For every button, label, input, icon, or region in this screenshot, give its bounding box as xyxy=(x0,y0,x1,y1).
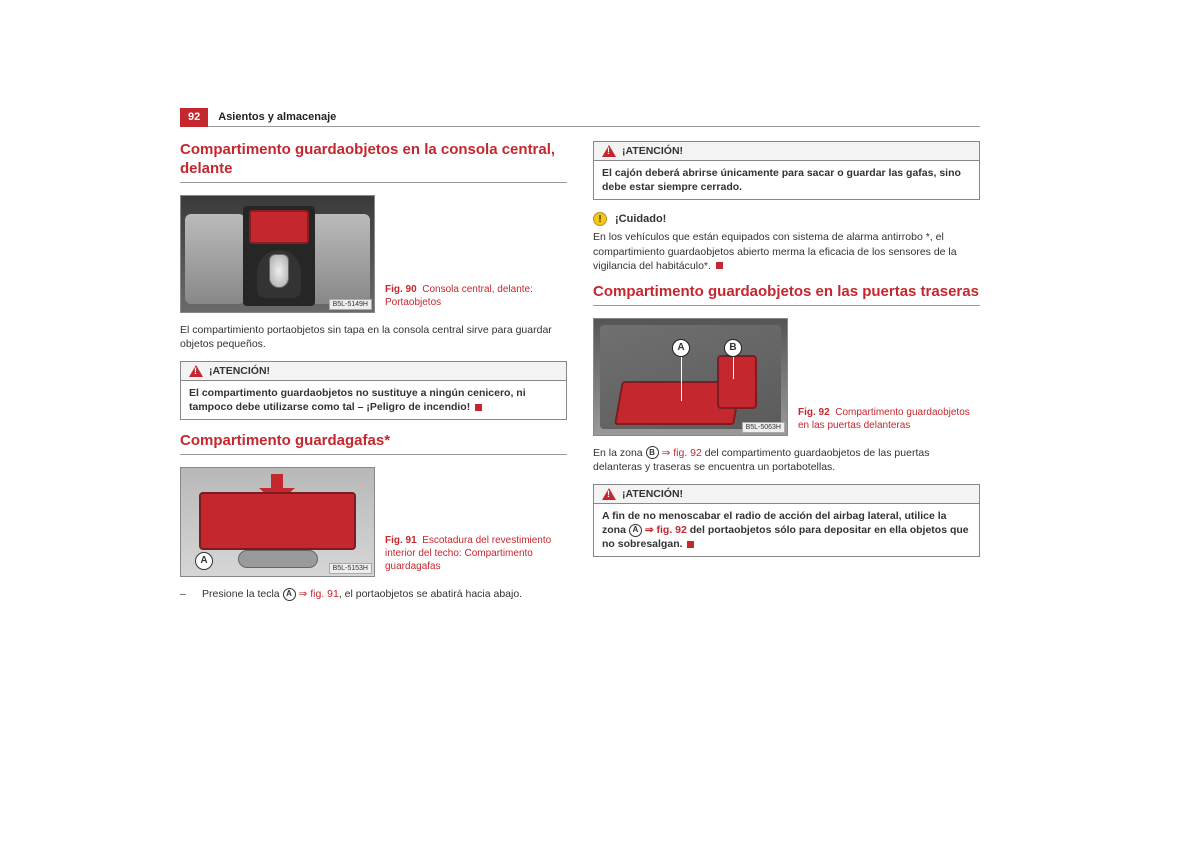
caution-header: ! ¡Cuidado! xyxy=(593,212,980,226)
figure-90-row: B5L-5149H Fig. 90 Consola central, delan… xyxy=(180,195,567,313)
figure-91-caption: Fig. 91 Escotadura del revestimiento int… xyxy=(385,534,560,577)
warning-header: ¡ATENCIÓN! xyxy=(594,142,979,161)
warning-box: ¡ATENCIÓN! A fin de no menoscabar el rad… xyxy=(593,484,980,558)
figure-92-caption: Fig. 92 Compartimento guardaobjetos en l… xyxy=(798,406,973,436)
section-title: Compartimento guardagafas* xyxy=(180,432,567,455)
callout-letter-b: B xyxy=(724,339,742,357)
warning-body: El cajón deberá abrirse únicamente para … xyxy=(594,161,979,199)
figure-92-row: A B B5L-5063H Fig. 92 Compartimento guar… xyxy=(593,318,980,436)
warning-triangle-icon xyxy=(602,145,616,157)
warning-triangle-icon xyxy=(189,365,203,377)
manual-page: 92 Asientos y almacenaje Compartimento g… xyxy=(180,108,980,601)
figure-tag: B5L-5063H xyxy=(742,422,785,433)
figure-tag: B5L-5149H xyxy=(329,299,372,310)
end-marker-icon xyxy=(716,262,723,269)
figure-reference: fig. 91 xyxy=(310,588,339,600)
figure-label: Fig. 92 xyxy=(798,407,830,418)
ref-arrow-icon: ⇒ xyxy=(661,447,670,459)
ref-arrow-icon: ⇒ xyxy=(298,588,307,600)
left-column: Compartimento guardaobjetos en la consol… xyxy=(180,141,567,601)
section-title: Compartimento guardaobjetos en la consol… xyxy=(180,141,567,183)
callout-letter-a: A xyxy=(672,339,690,357)
figure-reference: fig. 92 xyxy=(657,524,687,536)
ref-arrow-icon: ⇒ xyxy=(645,524,654,536)
dash-bullet: – xyxy=(180,587,190,601)
right-column: ¡ATENCIÓN! El cajón deberá abrirse única… xyxy=(593,141,980,601)
warning-header: ¡ATENCIÓN! xyxy=(594,485,979,504)
warning-box: ¡ATENCIÓN! El cajón deberá abrirse única… xyxy=(593,141,980,200)
instruction-text: Presione la tecla A ⇒ fig. 91, el portao… xyxy=(202,587,522,601)
figure-tag: B5L-5153H xyxy=(329,563,372,574)
callout-ref-a: A xyxy=(629,524,642,537)
warning-box: ¡ATENCIÓN! El compartimento guardaobjeto… xyxy=(180,361,567,420)
callout-ref-b: B xyxy=(646,446,659,459)
warning-title: ¡ATENCIÓN! xyxy=(622,145,683,157)
breadcrumb: Asientos y almacenaje xyxy=(208,108,980,127)
caution-circle-icon: ! xyxy=(593,212,607,226)
content-columns: Compartimento guardaobjetos en la consol… xyxy=(180,141,980,601)
instruction-item: – Presione la tecla A ⇒ fig. 91, el port… xyxy=(180,587,567,601)
warning-body: A fin de no menoscabar el radio de acció… xyxy=(594,504,979,557)
warning-header: ¡ATENCIÓN! xyxy=(181,362,566,381)
figure-label: Fig. 91 xyxy=(385,535,417,546)
section-title: Compartimento guardaobjetos en las puert… xyxy=(593,283,980,306)
warning-title: ¡ATENCIÓN! xyxy=(622,488,683,500)
end-marker-icon xyxy=(687,541,694,548)
warning-title: ¡ATENCIÓN! xyxy=(209,365,270,377)
caution-title: ¡Cuidado! xyxy=(615,213,666,225)
figure-92-image: A B B5L-5063H xyxy=(593,318,788,436)
callout-ref-a: A xyxy=(283,588,296,601)
figure-label: Fig. 90 xyxy=(385,284,417,295)
figure-90-caption: Fig. 90 Consola central, delante: Portao… xyxy=(385,283,560,313)
figure-reference: fig. 92 xyxy=(673,447,702,459)
figure-90-image: B5L-5149H xyxy=(180,195,375,313)
page-number: 92 xyxy=(180,108,208,127)
figure-91-row: A B5L-5153H Fig. 91 Escotadura del reves… xyxy=(180,467,567,577)
end-marker-icon xyxy=(475,404,482,411)
callout-letter-a: A xyxy=(195,552,213,570)
body-paragraph: En la zona B ⇒ fig. 92 del compartimento… xyxy=(593,446,980,474)
caution-body: En los vehículos que están equipados con… xyxy=(593,230,980,273)
page-header: 92 Asientos y almacenaje xyxy=(180,108,980,127)
figure-91-image: A B5L-5153H xyxy=(180,467,375,577)
warning-body: El compartimento guardaobjetos no sustit… xyxy=(181,381,566,419)
body-paragraph: El compartimiento portaobjetos sin tapa … xyxy=(180,323,567,351)
warning-triangle-icon xyxy=(602,488,616,500)
